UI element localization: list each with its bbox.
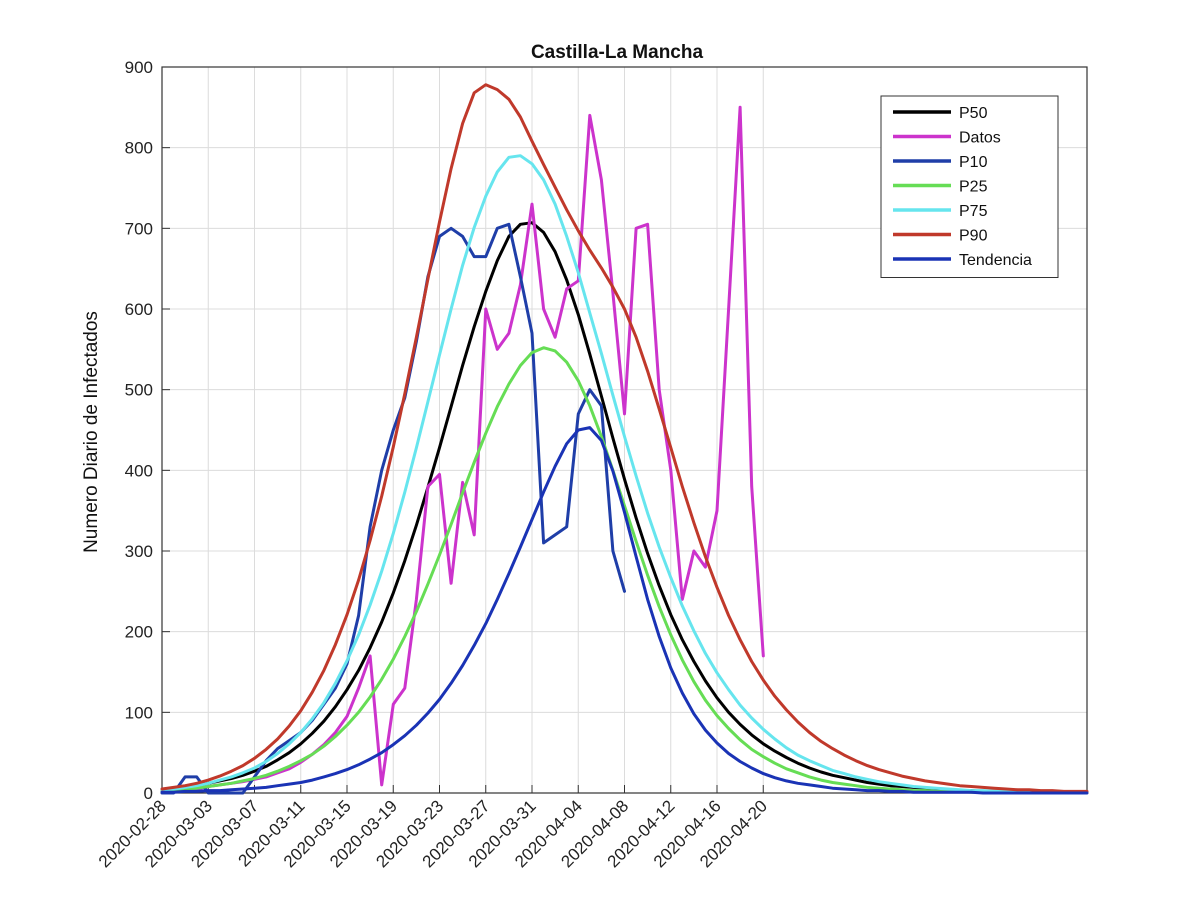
y-tick-label: 500	[125, 381, 153, 400]
axes	[161, 66, 1088, 794]
y-axis-label: Numero Diario de Infectados	[81, 311, 102, 553]
y-tick-label: 300	[125, 542, 153, 561]
y-tick-label: 800	[125, 139, 153, 158]
legend-label: Tendencia	[959, 252, 1032, 269]
y-tick-label: 200	[125, 623, 153, 642]
y-tick-label: 900	[125, 58, 153, 77]
y-tick-label: 0	[144, 784, 153, 803]
plot-frame	[161, 66, 1088, 794]
y-tick-label: 400	[125, 461, 153, 480]
y-tick-label: 100	[125, 703, 153, 722]
legend-label: P10	[959, 154, 988, 171]
series-line-p10	[160, 222, 626, 795]
series-line-tendencia	[160, 426, 1089, 795]
series-lines	[160, 83, 1089, 795]
legend-label: P90	[959, 228, 988, 245]
y-tick-label: 700	[125, 219, 153, 238]
chart-title: Castilla-La Mancha	[531, 42, 704, 63]
series-line-p75	[160, 154, 1089, 794]
legend-label: P50	[959, 105, 988, 122]
legend-label: P75	[959, 203, 988, 220]
legend-label: Datos	[959, 130, 1001, 147]
series-line-p90	[160, 83, 1089, 793]
legend-label: P25	[959, 179, 988, 196]
legend: P50 Datos P10 P25 P75 P90 Tendencia	[880, 95, 1059, 278]
y-tick-label: 600	[125, 300, 153, 319]
